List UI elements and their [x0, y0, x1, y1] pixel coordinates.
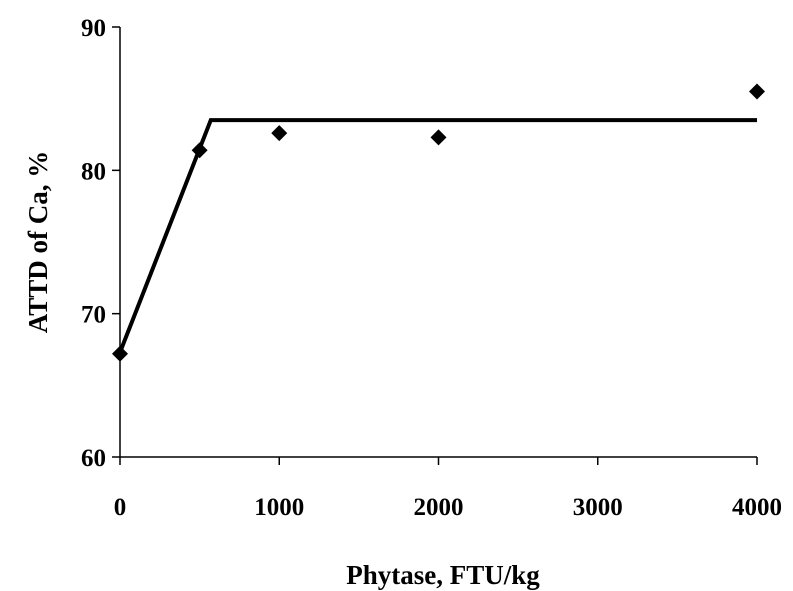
y-tick-label: 70: [81, 302, 106, 329]
data-point: [430, 129, 447, 146]
x-tick-label: 3000: [573, 494, 623, 521]
fit-line-group: [118, 118, 757, 354]
data-point: [112, 345, 128, 362]
data-point: [191, 142, 208, 159]
data-point: [749, 83, 765, 100]
y-axis-title: ATTD of Ca, %: [23, 151, 53, 334]
x-tick-label: 1000: [254, 494, 304, 521]
data-point: [271, 125, 288, 142]
x-tick-label: 2000: [414, 494, 464, 521]
x-tick-label: 4000: [732, 494, 782, 521]
x-axis-title: Phytase, FTU/kg: [346, 560, 540, 590]
y-tick-label: 90: [81, 15, 106, 42]
y-tick-label: 80: [81, 158, 106, 185]
y-tick-label: 60: [81, 445, 106, 472]
fit-line: [118, 118, 757, 354]
axes: [119, 27, 757, 458]
data-points: [112, 83, 765, 362]
ticks: 60 70 80 90 0 1000 2000 3000 4000: [81, 15, 782, 521]
x-tick-label: 0: [114, 494, 127, 521]
